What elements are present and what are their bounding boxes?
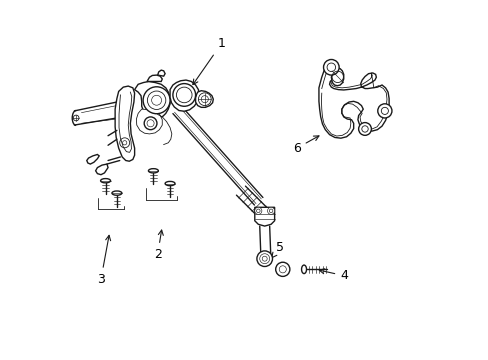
Polygon shape: [157, 70, 165, 76]
Polygon shape: [318, 61, 388, 138]
Polygon shape: [254, 207, 274, 226]
Polygon shape: [134, 81, 170, 118]
Polygon shape: [115, 86, 134, 161]
Circle shape: [267, 207, 274, 215]
Text: 3: 3: [97, 235, 110, 286]
Text: 4: 4: [319, 269, 347, 282]
Circle shape: [377, 104, 391, 118]
Text: 2: 2: [153, 230, 163, 261]
Circle shape: [143, 87, 170, 114]
Text: 1: 1: [193, 37, 225, 85]
Text: 6: 6: [292, 136, 318, 154]
Ellipse shape: [301, 265, 306, 274]
Ellipse shape: [148, 168, 158, 173]
Circle shape: [254, 207, 262, 215]
Circle shape: [323, 59, 339, 75]
Text: 5: 5: [271, 241, 284, 258]
Ellipse shape: [101, 179, 110, 183]
Polygon shape: [170, 80, 199, 111]
Circle shape: [198, 93, 211, 105]
Circle shape: [358, 123, 370, 135]
Circle shape: [275, 262, 289, 276]
Polygon shape: [147, 75, 162, 81]
Circle shape: [256, 251, 272, 266]
Circle shape: [144, 117, 157, 130]
Polygon shape: [331, 68, 343, 86]
Polygon shape: [136, 109, 162, 134]
Ellipse shape: [165, 181, 175, 186]
Ellipse shape: [112, 191, 122, 195]
Polygon shape: [96, 164, 108, 175]
Circle shape: [173, 84, 195, 106]
Polygon shape: [195, 91, 213, 107]
Polygon shape: [86, 154, 99, 164]
